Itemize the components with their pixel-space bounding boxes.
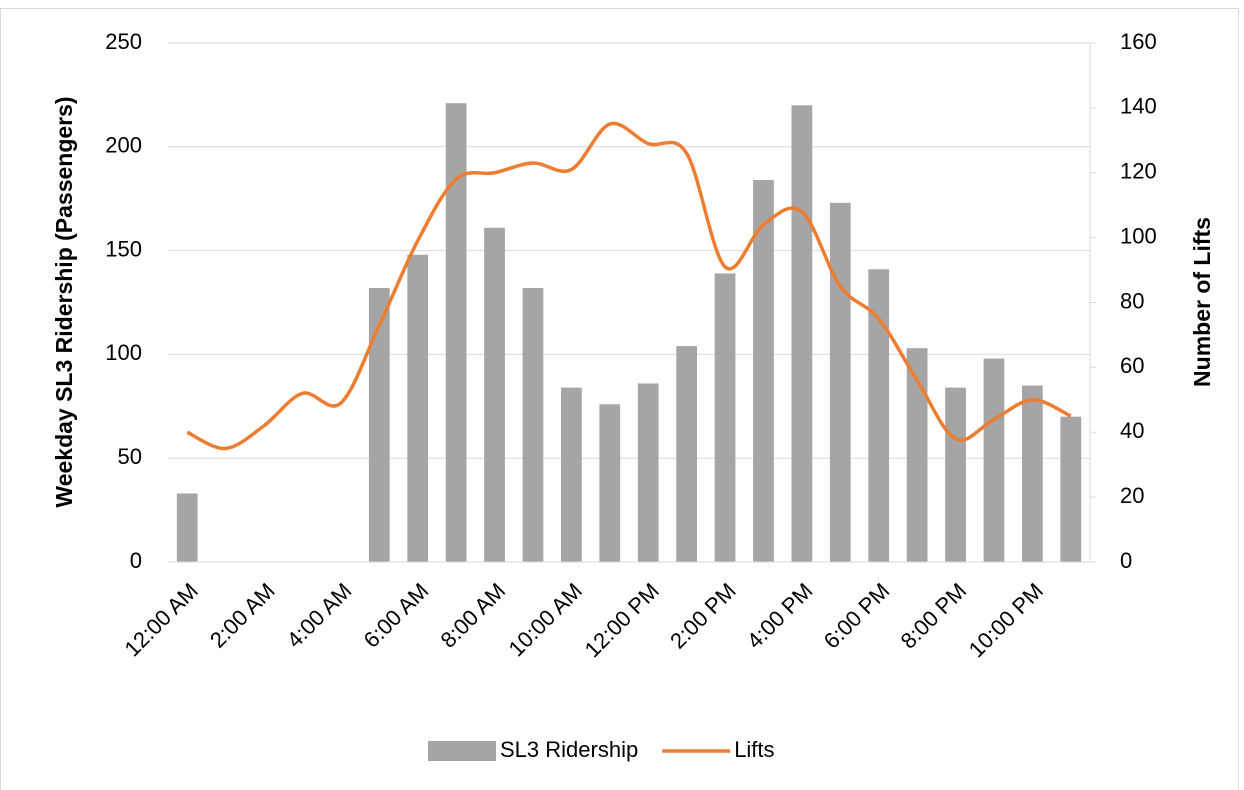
- bar: [599, 404, 621, 562]
- x-tick-label: 10:00 AM: [504, 578, 587, 661]
- y-axis-title: Weekday SL3 Ridership (Passengers): [51, 96, 77, 507]
- bar: [676, 346, 697, 562]
- x-tick-label: 4:00 AM: [282, 578, 357, 653]
- y2-tick-label: 0: [1120, 548, 1132, 573]
- y2-tick-label: 120: [1120, 159, 1157, 184]
- bar: [906, 348, 928, 562]
- x-tick-label: 2:00 AM: [205, 578, 280, 653]
- bar: [522, 287, 544, 562]
- bar: [561, 387, 582, 562]
- x-tick-label: 12:00 PM: [580, 578, 664, 662]
- x-tick-label: 12:00 AM: [119, 578, 202, 661]
- x-tick-label: 8:00 AM: [435, 578, 510, 653]
- y2-tick-label: 160: [1120, 29, 1157, 54]
- bar: [829, 202, 851, 563]
- bar: [368, 287, 390, 562]
- bar: [945, 387, 966, 562]
- x-tick-label: 6:00 PM: [819, 578, 895, 654]
- x-tick-label: 8:00 PM: [896, 578, 972, 654]
- line: [186, 121, 1072, 451]
- y2-axis-title: Number of Lifts: [1189, 217, 1215, 387]
- y-tick-label: 150: [105, 236, 142, 261]
- y-tick-label: 200: [105, 133, 142, 158]
- bar: [484, 227, 505, 562]
- y2-tick-label: 100: [1120, 223, 1157, 248]
- bar: [753, 180, 774, 563]
- y2-tick-label: 80: [1120, 288, 1144, 313]
- bar: [714, 273, 736, 562]
- x-tick-label: 6:00 AM: [359, 578, 434, 653]
- legend-label: SL3 Ridership: [500, 737, 638, 762]
- bar: [791, 105, 813, 562]
- y-tick-label: 0: [130, 548, 142, 573]
- bar: [868, 269, 890, 562]
- chart-border: [0, 8, 1239, 790]
- bar: [983, 358, 1005, 562]
- legend-label: Lifts: [734, 737, 774, 762]
- bar: [1022, 385, 1043, 562]
- legend-swatch: [428, 741, 496, 761]
- y2-tick-label: 20: [1120, 483, 1144, 508]
- y2-tick-label: 60: [1120, 353, 1144, 378]
- y-tick-label: 50: [118, 444, 142, 469]
- x-tick-label: 4:00 PM: [742, 578, 818, 654]
- y2-tick-label: 40: [1120, 418, 1144, 443]
- bar: [637, 383, 659, 562]
- y2-tick-label: 140: [1120, 94, 1157, 119]
- bar: [407, 254, 429, 562]
- bar: [1060, 416, 1082, 562]
- y-tick-label: 250: [105, 29, 142, 54]
- y-tick-label: 100: [105, 340, 142, 365]
- bar: [445, 103, 467, 562]
- bar: [176, 493, 198, 562]
- x-tick-label: 10:00 PM: [964, 578, 1048, 662]
- x-tick-label: 2:00 PM: [665, 578, 741, 654]
